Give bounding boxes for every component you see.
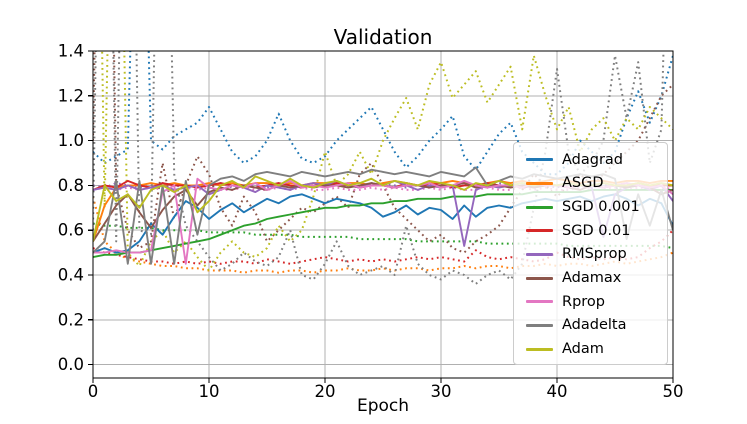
y-tick-label: 0.8 (58, 176, 84, 195)
legend-label: Adamax (562, 270, 622, 287)
series-adam-dotted (101, 51, 673, 272)
legend-label: Adadelta (562, 317, 627, 334)
legend-label: ASGD (562, 175, 604, 192)
legend-line-swatch (526, 324, 553, 328)
y-tick-label: 1.4 (58, 42, 84, 61)
x-tick-label: 30 (431, 382, 452, 401)
legend-line-swatch (526, 300, 553, 304)
x-tick-label: 20 (315, 382, 336, 401)
legend-item: RMSprop (521, 243, 667, 267)
y-tick-label: 1.2 (58, 86, 84, 105)
y-tick-label: 0.0 (58, 355, 84, 374)
legend-label: SGD 0.001 (562, 198, 640, 215)
ticks (88, 50, 674, 383)
legend-line-swatch (526, 229, 553, 233)
legend-line-swatch (526, 158, 553, 162)
legend-item: Adagrad (521, 148, 667, 172)
x-tick-label: 40 (547, 382, 568, 401)
legend-item: Adadelta (521, 314, 667, 338)
x-axis-label: Epoch (356, 396, 410, 416)
legend-item: Adam (521, 338, 667, 362)
series-rprop-dotted (93, 186, 673, 191)
legend-line-swatch (526, 276, 553, 280)
y-tick-label: 1.0 (58, 131, 84, 150)
legend-item: SGD 0.001 (521, 195, 667, 219)
tick-labels: 0 10 20 30 40 50 0.0 0.2 0.4 0.6 0.8 1.0 1.2 1.4 (58, 42, 684, 402)
x-tick-label: 50 (663, 382, 684, 401)
x-tick-label: 0 (88, 382, 99, 401)
legend-item: Rprop (521, 290, 667, 314)
y-tick-label: 0.6 (58, 221, 84, 240)
legend-label: SGD 0.01 (562, 222, 631, 239)
legend-line-swatch (526, 253, 553, 257)
legend-line-swatch (526, 347, 553, 351)
legend-item: Adamax (521, 266, 667, 290)
legend-label: Rprop (562, 293, 605, 310)
legend-item: ASGD (521, 172, 667, 196)
legend-line-swatch (526, 182, 553, 186)
axes-spines (92, 50, 674, 379)
legend-label: Adam (562, 341, 604, 358)
legend-line-swatch (526, 205, 553, 209)
chart-title: Validation (333, 25, 433, 49)
x-tick-label: 10 (199, 382, 220, 401)
legend-label: RMSprop (562, 246, 627, 263)
legend: Adagrad ASGD SGD 0.001 SGD 0.01 RMSprop Adama… (513, 142, 668, 365)
legend-item: SGD 0.01 (521, 219, 667, 243)
y-tick-label: 0.2 (58, 310, 84, 329)
y-tick-label: 0.4 (58, 265, 84, 284)
legend-label: Adagrad (562, 151, 624, 168)
series-sgd-0-01-dotted (93, 229, 673, 265)
